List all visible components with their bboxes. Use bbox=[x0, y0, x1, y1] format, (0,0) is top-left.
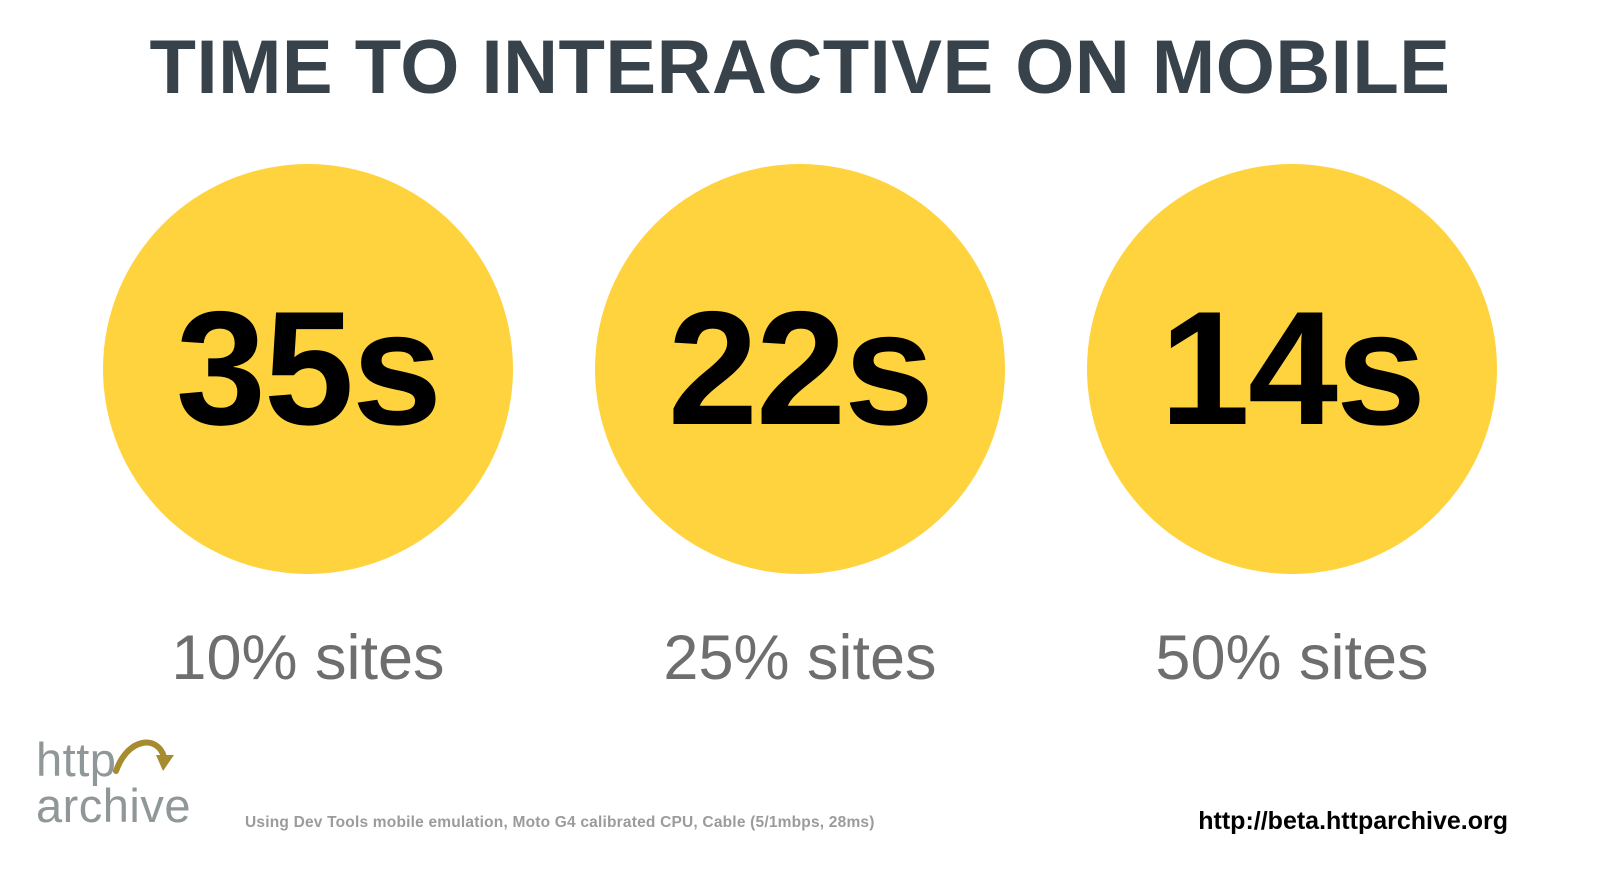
stat-label: 50% sites bbox=[1155, 623, 1429, 693]
logo-arrow-icon bbox=[113, 739, 174, 774]
stat-circle: 35s bbox=[103, 164, 513, 574]
logo-archive-text: archive bbox=[36, 778, 192, 832]
httparchive-logo: http archive bbox=[36, 732, 192, 832]
stat-circle: 22s bbox=[595, 164, 1005, 574]
page-title: TIME TO INTERACTIVE ON MOBILE bbox=[149, 25, 1451, 110]
stat-circle: 14s bbox=[1087, 164, 1497, 574]
stat-value: 22s bbox=[667, 278, 934, 459]
stat-column: 14s 50% sites bbox=[1087, 164, 1497, 694]
stats-row: 35s 10% sites 22s 25% sites 14s 50% site… bbox=[0, 164, 1600, 694]
stat-column: 22s 25% sites bbox=[595, 164, 1005, 694]
stat-column: 35s 10% sites bbox=[103, 164, 513, 694]
logo-http-text: http bbox=[36, 732, 117, 786]
stat-value: 35s bbox=[175, 278, 442, 459]
stat-label: 25% sites bbox=[663, 623, 937, 693]
footnote: Using Dev Tools mobile emulation, Moto G… bbox=[245, 814, 875, 831]
site-url: http://beta.httparchive.org bbox=[1198, 807, 1508, 835]
stat-label: 10% sites bbox=[171, 623, 445, 693]
stat-value: 14s bbox=[1159, 278, 1426, 459]
